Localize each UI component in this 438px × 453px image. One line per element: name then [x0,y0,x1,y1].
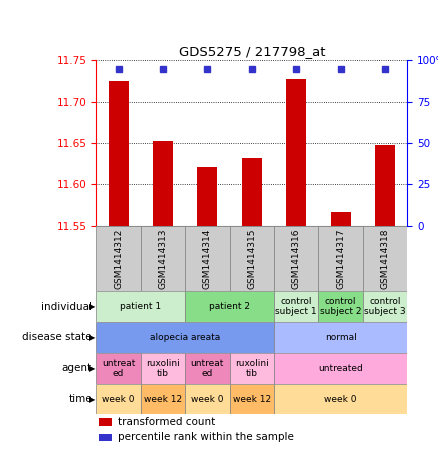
Text: ruxolini
tib: ruxolini tib [235,359,269,378]
Bar [274,322,407,353]
Text: patient 1: patient 1 [120,302,161,311]
Text: individual: individual [41,302,92,312]
Text: week 0: week 0 [102,395,135,404]
Bar [274,226,318,291]
Bar [274,384,407,414]
Text: week 12: week 12 [144,395,182,404]
Bar [242,158,262,226]
Text: patient 2: patient 2 [209,302,250,311]
Text: GSM1414316: GSM1414316 [292,228,301,289]
Bar [141,384,185,414]
Bar [96,322,274,353]
Text: ▶: ▶ [88,364,95,373]
Bar [185,226,230,291]
Bar [153,141,173,226]
Bar [99,434,112,441]
Bar [331,212,351,226]
Text: ▶: ▶ [88,333,95,342]
Bar [274,291,318,322]
Text: GSM1414313: GSM1414313 [159,228,167,289]
Text: percentile rank within the sample: percentile rank within the sample [118,432,294,442]
Text: GSM1414315: GSM1414315 [247,228,256,289]
Text: ruxolini
tib: ruxolini tib [146,359,180,378]
Bar [185,291,274,322]
Text: time: time [68,394,92,404]
Bar [99,418,112,426]
Text: control
subject 2: control subject 2 [320,297,361,316]
Text: week 0: week 0 [191,395,224,404]
Bar [318,226,363,291]
Bar [318,291,363,322]
Text: GSM1414317: GSM1414317 [336,228,345,289]
Text: untreat
ed: untreat ed [191,359,224,378]
Bar [109,81,129,226]
Text: control
subject 3: control subject 3 [364,297,406,316]
Bar [363,226,407,291]
Text: control
subject 1: control subject 1 [276,297,317,316]
Text: GSM1414318: GSM1414318 [381,228,390,289]
Text: week 12: week 12 [233,395,271,404]
Title: GDS5275 / 217798_at: GDS5275 / 217798_at [179,45,325,58]
Text: alopecia areata: alopecia areata [150,333,220,342]
Bar [96,291,185,322]
Text: transformed count: transformed count [118,417,215,427]
Bar [141,226,185,291]
Text: disease state: disease state [22,333,92,342]
Bar [286,79,306,226]
Bar [230,384,274,414]
Bar [274,353,407,384]
Bar [96,226,141,291]
Bar [96,384,141,414]
Text: agent: agent [62,363,92,373]
Bar [375,145,395,226]
Bar [230,353,274,384]
Bar [185,353,230,384]
Bar [141,353,185,384]
Bar [198,167,217,226]
Text: week 0: week 0 [325,395,357,404]
Text: untreated: untreated [318,364,363,373]
Bar [96,353,141,384]
Text: GSM1414314: GSM1414314 [203,228,212,289]
Text: ▶: ▶ [88,395,95,404]
Text: GSM1414312: GSM1414312 [114,228,123,289]
Text: ▶: ▶ [88,302,95,311]
Text: normal: normal [325,333,357,342]
Bar [363,291,407,322]
Text: untreat
ed: untreat ed [102,359,135,378]
Bar [185,384,230,414]
Bar [230,226,274,291]
